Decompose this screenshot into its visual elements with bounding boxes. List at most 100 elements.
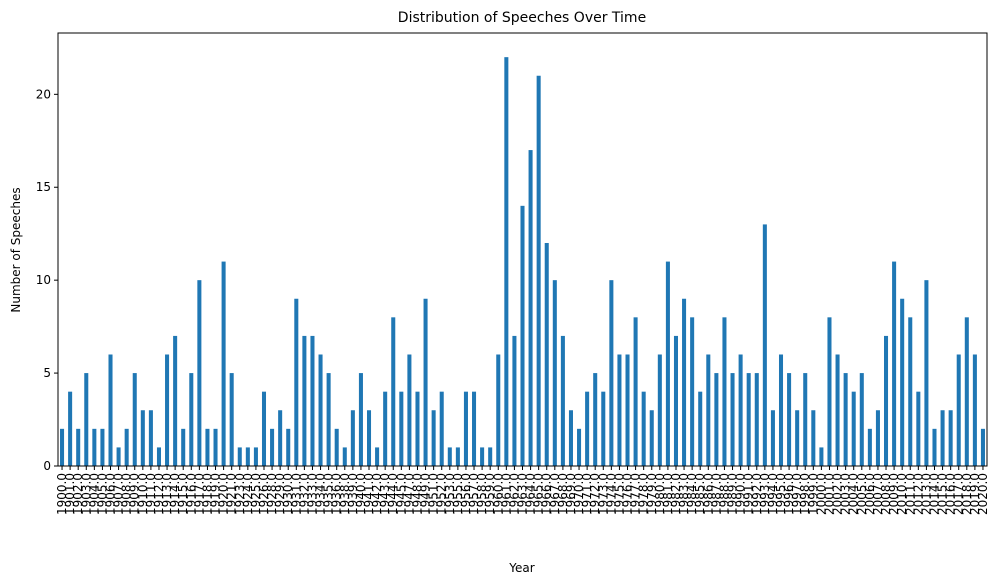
bar	[698, 391, 703, 466]
x-tick-label: 1904.0	[87, 473, 101, 515]
x-tick-label: 1979.0	[645, 473, 659, 515]
x-tick-label: 1907.0	[112, 473, 126, 515]
bar	[819, 447, 824, 466]
bar	[964, 317, 969, 466]
bar	[124, 428, 129, 466]
x-tick-label: 1974.0	[604, 473, 618, 515]
bar	[472, 391, 477, 466]
x-tick-label: 1976.0	[621, 473, 635, 515]
x-tick-label: 2013.0	[919, 473, 933, 515]
x-tick-label: 2016.0	[944, 473, 958, 515]
bar	[318, 354, 323, 466]
x-tick-label: 2011.0	[903, 473, 917, 515]
bar	[221, 261, 226, 466]
bar	[375, 447, 380, 466]
x-tick-label: 1909.0	[128, 473, 142, 515]
bar	[270, 428, 275, 466]
y-tick-label: 10	[36, 273, 51, 287]
bar	[294, 298, 299, 466]
x-tick-label: 1918.0	[200, 473, 214, 515]
bar	[560, 335, 565, 466]
x-tick-label: 1951.0	[427, 473, 441, 515]
bar	[730, 373, 735, 466]
bar	[948, 410, 953, 466]
x-tick-label: 2019.0	[968, 473, 982, 515]
x-tick-label: 1914.0	[168, 473, 182, 515]
x-tick-label: 1971.0	[580, 473, 594, 515]
x-tick-label: 1959.0	[483, 473, 497, 515]
bar	[746, 373, 751, 466]
bar	[100, 428, 105, 466]
x-tick-label: 1934.0	[314, 473, 328, 515]
x-tick-label: 1920.0	[217, 473, 231, 515]
x-tick-label: 2001.0	[822, 473, 836, 515]
bar	[173, 335, 178, 466]
x-tick-label: 1949.0	[419, 473, 433, 515]
bar	[673, 335, 679, 466]
bar	[770, 410, 775, 466]
x-tick-label: 2006.0	[863, 473, 877, 515]
x-tick-label: 1953.0	[443, 473, 457, 515]
x-tick-label: 1947.0	[402, 473, 416, 515]
x-tick-label: 1925.0	[249, 473, 263, 515]
bar	[778, 354, 784, 466]
x-tick-label: 1956.0	[459, 473, 473, 515]
bar	[334, 428, 339, 466]
x-tick-label: 1964.0	[524, 473, 538, 515]
chart-title: Distribution of Speeches Over Time	[398, 10, 646, 26]
bar	[391, 317, 396, 466]
bar	[189, 373, 194, 466]
bar	[399, 391, 404, 466]
x-tick-label: 2015.0	[936, 473, 950, 515]
bar	[60, 428, 65, 466]
y-tick-label: 15	[36, 180, 51, 194]
bar	[916, 391, 921, 466]
x-tick-label: 1912.0	[152, 473, 166, 515]
bar	[617, 354, 622, 466]
bar	[787, 373, 792, 466]
x-tick-label: 1932.0	[297, 473, 311, 515]
x-tick-label: 1923.0	[233, 473, 247, 515]
y-tick-label: 20	[36, 87, 51, 101]
bar	[261, 391, 267, 466]
bar	[520, 205, 525, 467]
bar	[625, 354, 630, 466]
x-tick-label: 1990.0	[734, 473, 748, 515]
x-tick-label: 1930.0	[281, 473, 295, 515]
bar	[956, 354, 961, 466]
bar	[577, 428, 582, 466]
plot-frame	[57, 32, 988, 467]
x-tick-label: 2007.0	[871, 473, 885, 515]
x-tick-label: 2017.0	[952, 473, 966, 515]
x-tick-label: 1945.0	[394, 473, 408, 515]
bar	[463, 391, 468, 466]
bar	[585, 391, 590, 466]
bar	[140, 410, 145, 466]
x-tick-label: 1900.0	[55, 473, 69, 515]
x-tick-label: 1969.0	[564, 473, 578, 515]
x-tick-label: 1961.0	[499, 473, 513, 515]
x-tick-label: 1944.0	[386, 473, 400, 515]
bar	[875, 410, 880, 466]
x-tick-label: 1901.0	[63, 473, 77, 515]
bar	[940, 410, 945, 466]
y-tick-label: 5	[43, 366, 51, 380]
bar	[649, 410, 654, 466]
x-tick-label: 1968.0	[556, 473, 570, 515]
bar	[762, 224, 767, 466]
bar	[980, 428, 985, 466]
bar	[488, 447, 493, 466]
bar	[148, 410, 153, 466]
x-tick-label: 1913.0	[160, 473, 174, 515]
x-tick-label: 1916.0	[184, 473, 198, 515]
x-tick-label: 1960.0	[491, 473, 505, 515]
x-tick-label: 2003.0	[839, 473, 853, 515]
bar	[447, 447, 452, 466]
bar	[423, 298, 428, 466]
x-tick-label: 1908.0	[120, 473, 134, 515]
x-tick-label: 1902.0	[71, 473, 85, 515]
bar	[92, 428, 97, 466]
bar	[859, 373, 864, 466]
bar	[366, 410, 372, 466]
x-tick-label: 1980.0	[653, 473, 667, 515]
